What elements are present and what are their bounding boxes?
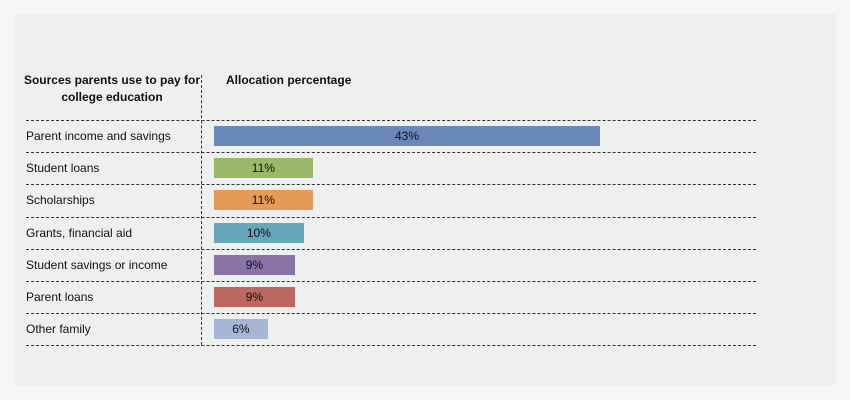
- value-label: 11%: [251, 161, 275, 176]
- column-header: Allocation percentage: [226, 73, 352, 87]
- category-label: Parent loans: [26, 290, 94, 304]
- category-label: Student savings or income: [26, 257, 168, 272]
- row-line: [26, 281, 756, 282]
- bar: [214, 190, 313, 211]
- row-line: [26, 345, 756, 347]
- category-label: Student loans: [26, 161, 100, 176]
- category-label: Other family: [26, 322, 91, 337]
- value-label: 43%: [394, 129, 420, 143]
- row-line: [26, 313, 756, 315]
- bar: [214, 126, 600, 146]
- bar: [214, 319, 268, 340]
- row-line: [26, 152, 756, 154]
- bar: [214, 287, 295, 307]
- category-label: Parent income and savings: [26, 129, 171, 143]
- row-line: [26, 248, 756, 250]
- row-line: [26, 120, 756, 121]
- chart-panel: Sources parents use to pay for college e…: [14, 14, 836, 385]
- row-line: [26, 184, 756, 186]
- row-line: [26, 216, 756, 218]
- category-label: Scholarships: [26, 193, 95, 208]
- value-label: 11%: [251, 193, 275, 208]
- category-label: Grants, financial aid: [26, 225, 133, 240]
- value-label: 10%: [246, 225, 271, 240]
- column-header: Sources parents use to pay for college e…: [23, 73, 201, 104]
- bar: [214, 222, 304, 243]
- bar: [214, 158, 313, 179]
- value-label: 9%: [245, 290, 264, 304]
- value-label: 9%: [245, 257, 264, 272]
- column-divider: [201, 75, 202, 345]
- value-label: 6%: [232, 322, 250, 337]
- bar: [214, 254, 295, 275]
